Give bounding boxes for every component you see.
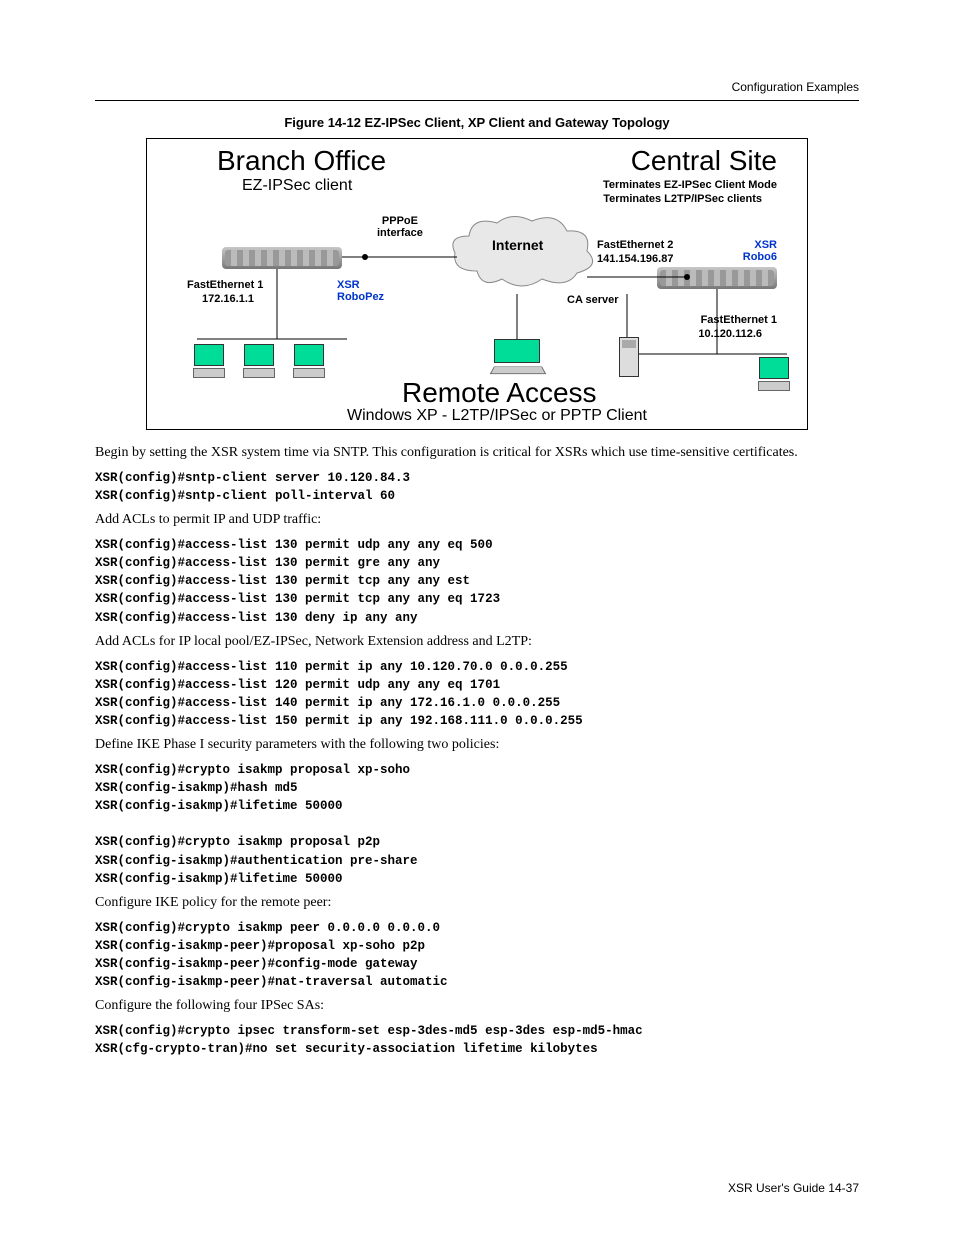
central-site-title: Central Site [631,145,777,177]
server-icon [619,337,639,377]
pc-icon [192,344,226,378]
xsr-right: XSR Robo6 [743,239,777,263]
central-sub2: Terminates L2TP/IPSec clients [603,193,762,205]
paragraph: Add ACLs for IP local pool/EZ-IPSec, Net… [95,633,859,652]
pc-icon [757,357,791,391]
pc-icon [292,344,326,378]
remote-sub: Windows XP - L2TP/IPSec or PPTP Client [347,407,647,425]
fe1-right-b: 10.120.112.6 [698,328,762,340]
paragraph: Configure the following four IPSec SAs: [95,997,859,1016]
paragraph: Add ACLs to permit IP and UDP traffic: [95,511,859,530]
figure-title: Figure 14-12 EZ-IPSec Client, XP Client … [95,115,859,130]
remote-access-title: Remote Access [402,377,597,409]
paragraph: Begin by setting the XSR system time via… [95,444,859,463]
code-block: XSR(config)#crypto ipsec transform-set e… [95,1022,859,1058]
branch-sub: EZ-IPSec client [242,177,352,195]
code-block: XSR(config)#access-list 130 permit udp a… [95,536,859,627]
paragraph: Configure IKE policy for the remote peer… [95,894,859,913]
fe1-right-a: FastEthernet 1 [701,314,777,326]
router-left-icon [222,247,342,269]
code-block: XSR(config)#crypto isakmp proposal xp-so… [95,761,859,888]
internet-label: Internet [492,237,543,253]
topology-diagram: Branch Office EZ-IPSec client Central Si… [146,138,808,430]
page-footer: XSR User's Guide 14-37 [728,1181,859,1195]
fe1-left-a: FastEthernet 1 [187,279,263,291]
central-sub1: Terminates EZ-IPSec Client Mode [603,179,777,191]
router-right-icon [657,267,777,289]
page-header: Configuration Examples [95,80,859,94]
ca-label: CA server [567,294,619,306]
branch-office-title: Branch Office [217,145,386,177]
code-block: XSR(config)#sntp-client server 10.120.84… [95,469,859,505]
code-block: XSR(config)#crypto isakmp peer 0.0.0.0 0… [95,919,859,992]
laptop-icon [492,339,542,373]
xsr-left: XSR RoboPez [337,279,384,303]
fe2-a: FastEthernet 2 [597,239,673,251]
pc-icon [242,344,276,378]
fe1-left-b: 172.16.1.1 [202,293,254,305]
pppoe-label: PPPoE interface [377,215,423,239]
paragraph: Define IKE Phase I security parameters w… [95,736,859,755]
fe2-b: 141.154.196.87 [597,253,673,265]
code-block: XSR(config)#access-list 110 permit ip an… [95,658,859,731]
header-rule [95,100,859,101]
